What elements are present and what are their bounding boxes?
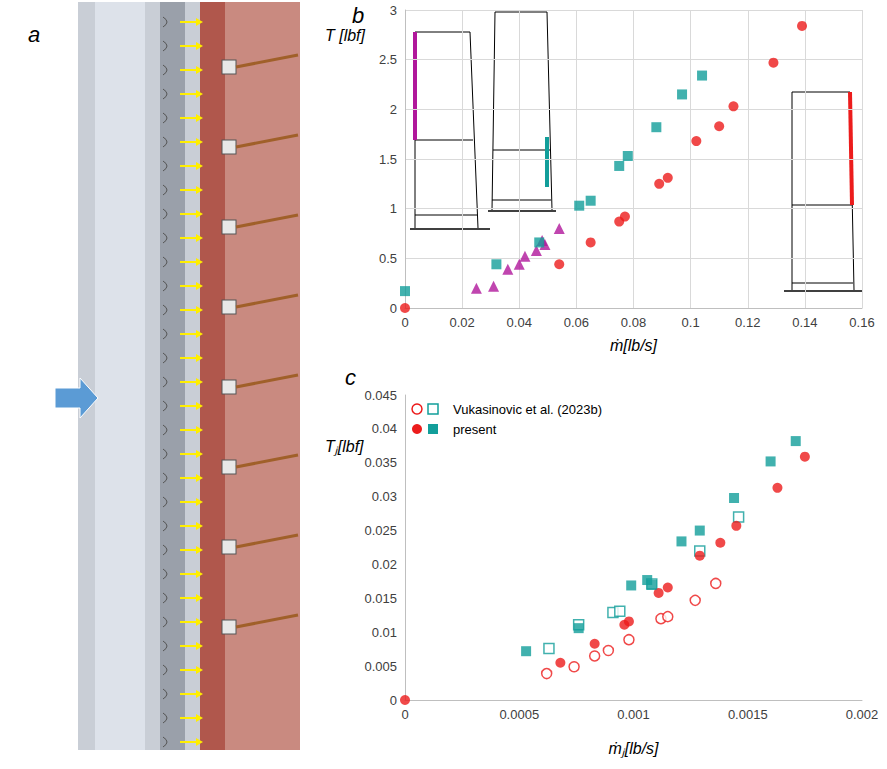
svg-text:0.04: 0.04 [507, 315, 532, 330]
svg-text:0.045: 0.045 [364, 388, 397, 403]
svg-text:Tⱼ[lbf]: Tⱼ[lbf] [325, 438, 364, 456]
svg-text:0.001: 0.001 [617, 707, 650, 722]
svg-text:c: c [345, 365, 356, 390]
svg-text:0.025: 0.025 [364, 523, 397, 538]
svg-text:ṁⱼ[lb/s]: ṁⱼ[lb/s] [608, 740, 659, 758]
svg-text:T [lbf]: T [lbf] [325, 27, 366, 44]
svg-text:2.5: 2.5 [379, 52, 397, 67]
svg-text:present: present [453, 422, 497, 437]
svg-text:0: 0 [401, 707, 408, 722]
svg-text:1: 1 [390, 201, 397, 216]
svg-text:0.005: 0.005 [364, 659, 397, 674]
svg-text:3: 3 [390, 3, 397, 18]
svg-text:b: b [352, 3, 364, 28]
svg-text:0.14: 0.14 [792, 315, 817, 330]
svg-text:0: 0 [401, 315, 408, 330]
svg-text:0.002: 0.002 [846, 707, 879, 722]
svg-text:0.08: 0.08 [621, 315, 646, 330]
svg-text:0.035: 0.035 [364, 455, 397, 470]
svg-text:0.06: 0.06 [564, 315, 589, 330]
svg-text:0.1: 0.1 [682, 315, 700, 330]
svg-text:1.5: 1.5 [379, 152, 397, 167]
svg-text:0.16: 0.16 [849, 315, 874, 330]
svg-text:0.5: 0.5 [379, 251, 397, 266]
svg-text:0.03: 0.03 [372, 489, 397, 504]
svg-text:Vukasinovic et al. (2023b): Vukasinovic et al. (2023b) [453, 402, 602, 417]
svg-text:ṁ[lb/s]: ṁ[lb/s] [610, 337, 658, 354]
svg-text:0.01: 0.01 [372, 625, 397, 640]
svg-text:0: 0 [390, 301, 397, 316]
svg-text:a: a [28, 22, 40, 47]
svg-text:2: 2 [390, 102, 397, 117]
svg-text:0: 0 [390, 693, 397, 708]
svg-text:0.02: 0.02 [449, 315, 474, 330]
svg-text:0.04: 0.04 [372, 421, 397, 436]
svg-text:0.02: 0.02 [372, 557, 397, 572]
svg-text:0.0015: 0.0015 [728, 707, 768, 722]
svg-text:0.12: 0.12 [735, 315, 760, 330]
svg-text:0.0005: 0.0005 [499, 707, 539, 722]
svg-text:0.015: 0.015 [364, 591, 397, 606]
